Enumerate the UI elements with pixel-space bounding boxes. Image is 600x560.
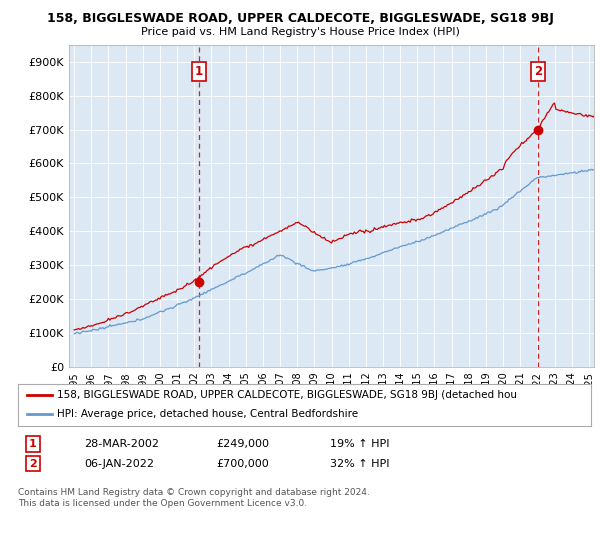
Text: 19% ↑ HPI: 19% ↑ HPI: [330, 439, 389, 449]
Text: 1: 1: [194, 66, 203, 78]
Text: 32% ↑ HPI: 32% ↑ HPI: [330, 459, 389, 469]
Text: 28-MAR-2002: 28-MAR-2002: [84, 439, 159, 449]
Text: 2: 2: [534, 66, 542, 78]
Text: 158, BIGGLESWADE ROAD, UPPER CALDECOTE, BIGGLESWADE, SG18 9BJ (detached hou: 158, BIGGLESWADE ROAD, UPPER CALDECOTE, …: [57, 390, 517, 400]
Text: 158, BIGGLESWADE ROAD, UPPER CALDECOTE, BIGGLESWADE, SG18 9BJ: 158, BIGGLESWADE ROAD, UPPER CALDECOTE, …: [47, 12, 553, 25]
Text: 2: 2: [29, 459, 37, 469]
Text: HPI: Average price, detached house, Central Bedfordshire: HPI: Average price, detached house, Cent…: [57, 409, 358, 419]
Text: £249,000: £249,000: [216, 439, 269, 449]
Text: £700,000: £700,000: [216, 459, 269, 469]
Text: 1: 1: [29, 439, 37, 449]
Text: Price paid vs. HM Land Registry's House Price Index (HPI): Price paid vs. HM Land Registry's House …: [140, 27, 460, 37]
Text: Contains HM Land Registry data © Crown copyright and database right 2024.
This d: Contains HM Land Registry data © Crown c…: [18, 488, 370, 508]
Text: 06-JAN-2022: 06-JAN-2022: [84, 459, 154, 469]
